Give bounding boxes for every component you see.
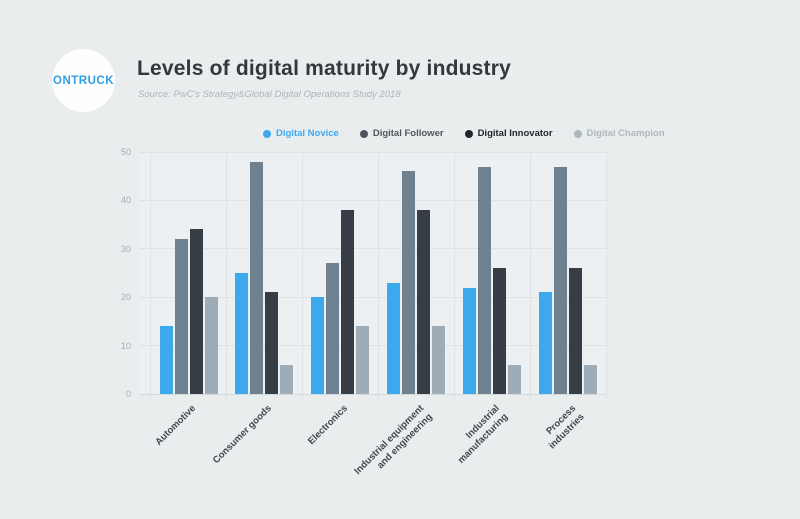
- bar-digital-novice-process-industries[interactable]: [538, 292, 552, 394]
- legend-item-digital-champion[interactable]: Digital Champion: [573, 128, 665, 139]
- x-gridline-4: [453, 152, 455, 399]
- y-gridline-40: [139, 199, 606, 201]
- legend-item-digital-follower[interactable]: Digital Follower: [359, 128, 444, 139]
- bar-digital-follower-automotive[interactable]: [174, 239, 188, 394]
- bar-digital-champion-consumer-goods[interactable]: [280, 364, 294, 394]
- y-axis-tick-label-10: 10: [120, 340, 131, 351]
- bar-digital-follower-process-industries[interactable]: [553, 166, 567, 394]
- bar-digital-novice-industrial-manufacturing[interactable]: [463, 287, 477, 394]
- bar-groups: [151, 152, 606, 394]
- y-gridline-20: [139, 296, 606, 298]
- legend-item-label: Digital Champion: [586, 128, 665, 139]
- bar-chart-plot-area: 0 10 20 30 40 50 Automotive Consumer goods Elect…: [121, 148, 607, 477]
- bar-digital-innovator-electronics[interactable]: [341, 210, 355, 394]
- legend-dot-icon: [359, 129, 368, 138]
- bar-digital-follower-consumer-goods[interactable]: [250, 161, 264, 394]
- bar-digital-innovator-industrial-manufacturing[interactable]: [493, 268, 507, 394]
- bar-digital-novice-automotive[interactable]: [159, 326, 173, 394]
- x-axis-label-consumer-goods: Consumer goods: [211, 403, 275, 467]
- x-gridline-0: [150, 152, 152, 399]
- x-gridline-1: [226, 152, 228, 399]
- x-gridline-2: [301, 152, 303, 399]
- bar-digital-innovator-consumer-goods[interactable]: [265, 292, 279, 394]
- y-gridline-0: [139, 393, 606, 395]
- bar-digital-champion-process-industries[interactable]: [583, 364, 597, 394]
- bar-digital-innovator-industrial-equipment-and-engineering[interactable]: [417, 210, 431, 394]
- x-axis-label-industrial-equipment-and-engineering: Industrial equipment and engineering: [352, 403, 435, 477]
- bar-group-process-industries: [530, 152, 606, 394]
- ontruck-logo-text: ONTRUCK: [53, 74, 114, 87]
- bar-digital-champion-electronics[interactable]: [356, 326, 370, 394]
- bar-group-consumer-goods: [227, 152, 303, 394]
- bar-digital-novice-consumer-goods[interactable]: [235, 273, 249, 394]
- bar-digital-follower-industrial-manufacturing[interactable]: [478, 166, 492, 394]
- bar-digital-champion-automotive[interactable]: [204, 297, 218, 394]
- bar-digital-innovator-process-industries[interactable]: [568, 268, 582, 394]
- legend-item-digital-novice[interactable]: Digital Novice: [263, 129, 339, 139]
- legend-dot-icon: [573, 129, 582, 138]
- x-axis-label-automotive: Automotive: [153, 403, 199, 448]
- legend-dot-icon: [263, 129, 271, 138]
- bar-group-automotive: [151, 152, 227, 394]
- bar-digital-novice-industrial-equipment-and-engineering[interactable]: [387, 282, 401, 394]
- bar-group-industrial-equipment-and-engineering: [378, 152, 454, 394]
- x-axis-label-industrial-manufacturing: Industrial manufacturing: [456, 403, 511, 467]
- y-gridline-10: [139, 345, 606, 347]
- ontruck-logo: ONTRUCK: [52, 49, 115, 112]
- y-axis-tick-label-40: 40: [120, 195, 131, 206]
- y-axis-tick-label-0: 0: [125, 389, 131, 399]
- bar-digital-novice-electronics[interactable]: [311, 297, 325, 394]
- x-gridline-5: [529, 152, 531, 399]
- x-gridline-6: [605, 152, 607, 399]
- legend-item-label: Digital Innovator: [477, 128, 553, 139]
- bar-digital-follower-electronics[interactable]: [326, 263, 340, 394]
- y-axis-tick-label-50: 50: [120, 147, 131, 157]
- x-axis-label-electronics: Electronics: [306, 403, 351, 447]
- bar-group-industrial-manufacturing: [454, 152, 530, 394]
- legend-item-label: Digital Follower: [372, 128, 444, 139]
- bar-group-electronics: [302, 152, 378, 394]
- bar-digital-champion-industrial-manufacturing[interactable]: [508, 364, 522, 394]
- y-gridline-50: [139, 151, 606, 153]
- chart-title: Levels of digital maturity by industry: [137, 57, 512, 80]
- bar-digital-follower-industrial-equipment-and-engineering[interactable]: [402, 171, 416, 394]
- legend-item-label: Digital Novice: [276, 128, 339, 139]
- legend-dot-icon: [464, 129, 473, 138]
- y-gridline-30: [139, 248, 606, 250]
- bar-digital-champion-industrial-equipment-and-engineering[interactable]: [432, 326, 446, 394]
- x-gridline-3: [377, 152, 379, 399]
- y-axis-tick-label-20: 20: [120, 292, 131, 303]
- chart-source: Source: PwC's Strategy&Global Digital Op…: [138, 89, 401, 100]
- legend-item-digital-innovator[interactable]: Digital Innovator: [464, 128, 553, 139]
- bar-digital-innovator-automotive[interactable]: [189, 229, 203, 394]
- chart-legend: Digital Novice Digital Follower Digital In…: [263, 129, 665, 139]
- x-axis-label-process-industries: Process industries: [543, 403, 587, 452]
- y-axis-tick-label-30: 30: [120, 243, 131, 254]
